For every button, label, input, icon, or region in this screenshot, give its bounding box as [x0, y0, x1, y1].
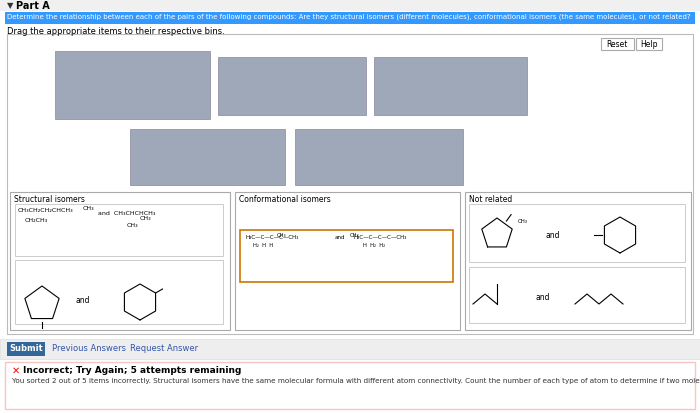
Text: CH₂CH₃: CH₂CH₃ — [25, 218, 48, 223]
Text: CH₃: CH₃ — [277, 233, 286, 237]
Text: Reset: Reset — [606, 40, 628, 49]
Text: Structural isomers: Structural isomers — [14, 195, 85, 204]
Text: and: and — [545, 230, 559, 240]
Text: ✕: ✕ — [12, 365, 20, 375]
Text: H₂  H  H: H₂ H H — [253, 242, 273, 247]
Bar — [7, 342, 45, 356]
Text: Not related: Not related — [469, 195, 512, 204]
Text: H  H₂  H₂: H H₂ H₂ — [363, 242, 385, 247]
Text: and: and — [535, 292, 550, 301]
Bar — [465, 192, 691, 330]
Bar — [5, 13, 695, 25]
Text: CH₃: CH₃ — [350, 233, 360, 237]
Text: Determine the relationship between each of the pairs of the following compounds:: Determine the relationship between each … — [7, 14, 691, 21]
Text: Part A: Part A — [16, 1, 50, 11]
Text: CH₃CH₂CH₂CHCH₃: CH₃CH₂CH₂CHCH₃ — [18, 207, 74, 212]
Text: and: and — [335, 235, 346, 240]
Text: and: and — [75, 295, 90, 304]
Text: ▼: ▼ — [7, 1, 13, 10]
Bar — [601, 39, 634, 51]
Text: Conformational isomers: Conformational isomers — [239, 195, 330, 204]
Text: CH₃: CH₃ — [127, 223, 139, 228]
Bar — [130, 130, 285, 185]
Text: Drag the appropriate items to their respective bins.: Drag the appropriate items to their resp… — [7, 27, 225, 36]
Text: Submit: Submit — [9, 343, 43, 352]
Text: Incorrect; Try Again; 5 attempts remaining: Incorrect; Try Again; 5 attempts remaini… — [23, 365, 241, 374]
Bar — [55, 52, 210, 120]
Text: CH₃: CH₃ — [518, 218, 528, 223]
Bar — [0, 339, 700, 359]
Bar — [240, 230, 453, 282]
Text: H₃C—C—C—C—CH₃: H₃C—C—C—C—CH₃ — [245, 235, 298, 240]
Text: H₃C—C—C—C—CH₃: H₃C—C—C—C—CH₃ — [353, 235, 407, 240]
Bar — [15, 204, 223, 256]
Bar — [0, 0, 700, 12]
Text: Help: Help — [640, 40, 658, 49]
Bar — [636, 39, 662, 51]
Text: CH₃: CH₃ — [140, 216, 152, 221]
Bar — [374, 58, 527, 116]
Bar — [218, 58, 366, 116]
Bar — [295, 130, 463, 185]
Bar — [5, 362, 695, 409]
Bar — [469, 204, 685, 262]
Text: Previous Answers: Previous Answers — [52, 343, 126, 352]
Bar — [10, 192, 230, 330]
Bar — [15, 260, 223, 324]
Bar — [469, 267, 685, 323]
Text: and  CH₃CHCHCH₃: and CH₃CHCHCH₃ — [98, 211, 155, 216]
Bar — [7, 35, 693, 334]
Text: You sorted 2 out of 5 items incorrectly. Structural isomers have the same molecu: You sorted 2 out of 5 items incorrectly.… — [12, 377, 700, 383]
Text: CH₃: CH₃ — [83, 206, 94, 211]
Text: Request Answer: Request Answer — [130, 343, 198, 352]
Bar — [235, 192, 460, 330]
